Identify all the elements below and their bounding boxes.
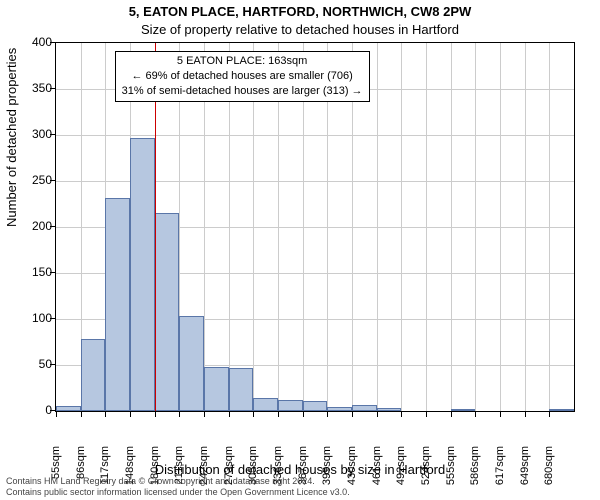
histogram-bar (278, 400, 303, 411)
y-axis-label: Number of detached properties (4, 48, 19, 227)
footer-line2: Contains public sector information licen… (6, 487, 350, 498)
x-axis-label: Distribution of detached houses by size … (0, 462, 600, 477)
histogram-bar (377, 408, 402, 411)
histogram-bar (155, 213, 180, 411)
histogram-bar (352, 405, 377, 411)
footer-line1: Contains HM Land Registry data © Crown c… (6, 476, 350, 487)
y-tick-label: 0 (12, 403, 52, 417)
histogram-bar (549, 409, 574, 411)
annotation-box: 5 EATON PLACE: 163sqm← 69% of detached h… (115, 51, 370, 102)
histogram-bar (253, 398, 278, 411)
plot-area: 5 EATON PLACE: 163sqm← 69% of detached h… (55, 42, 575, 412)
histogram-bar (303, 401, 328, 411)
histogram-bar (327, 407, 352, 411)
y-tick-label: 50 (12, 357, 52, 371)
histogram-bar (105, 198, 130, 411)
y-tick-label: 100 (12, 311, 52, 325)
histogram-bar (56, 406, 81, 411)
chart-title-line2: Size of property relative to detached ho… (0, 22, 600, 37)
histogram-bar (130, 138, 155, 411)
histogram-bar (204, 367, 229, 411)
footer-attribution: Contains HM Land Registry data © Crown c… (6, 476, 350, 498)
chart-title-line1: 5, EATON PLACE, HARTFORD, NORTHWICH, CW8… (0, 4, 600, 19)
annotation-line2: ← 69% of detached houses are smaller (70… (122, 69, 363, 84)
annotation-line3: 31% of semi-detached houses are larger (… (122, 84, 363, 99)
histogram-bar (81, 339, 106, 411)
histogram-bar (229, 368, 254, 411)
histogram-bar (451, 409, 476, 411)
y-tick-label: 150 (12, 265, 52, 279)
histogram-bar (179, 316, 204, 411)
annotation-line1: 5 EATON PLACE: 163sqm (122, 54, 363, 69)
